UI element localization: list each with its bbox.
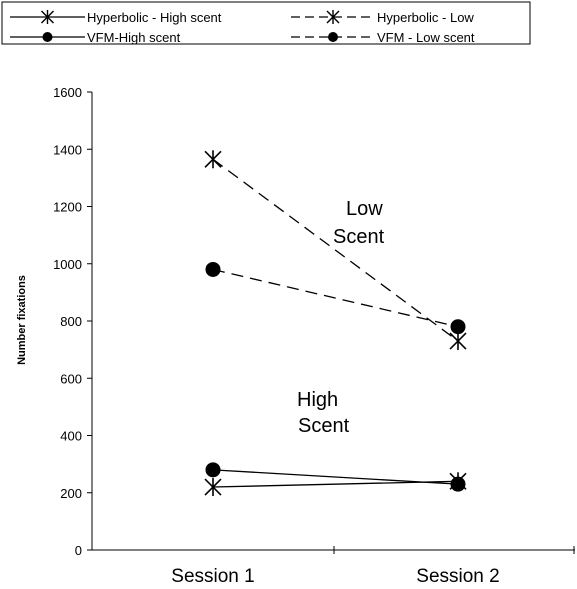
- axes: 0 200 400 600 800 1000 1200 1400 1600 Session 1 Se…: [53, 85, 575, 587]
- series-line-1: [212, 158, 459, 342]
- series-3: [205, 261, 466, 335]
- annotation-high-scent-line1: High: [297, 389, 338, 411]
- series-2: [205, 462, 466, 492]
- series-0: [204, 472, 467, 497]
- legend-item-0: Hyperbolic - High scent: [10, 10, 222, 25]
- annotation-high-scent-line2: Scent: [298, 415, 350, 437]
- legend-label-0: Hyperbolic - High scent: [87, 10, 222, 25]
- data-point-3-1: [450, 319, 466, 335]
- series-line-3: [212, 268, 459, 328]
- series-line-2: [212, 469, 459, 485]
- data-point-1-1: [449, 332, 467, 351]
- legend-swatch-marker-1: [326, 10, 340, 24]
- y-tick-label-1200: 1200: [53, 200, 82, 215]
- legend-label-3: VFM - Low scent: [377, 30, 475, 45]
- y-tick-label-0: 0: [75, 543, 82, 558]
- legend-label-2: VFM-High scent: [87, 30, 181, 45]
- legend-swatch-marker-2: [42, 32, 53, 42]
- data-point-3-0: [205, 261, 221, 277]
- y-tick-label-400: 400: [60, 429, 82, 444]
- legend-frame: [1, 1, 531, 45]
- y-tick-label-1600: 1600: [53, 85, 82, 100]
- x-category-label-1: Session 2: [416, 566, 499, 587]
- annotation-low-scent-line1: Low: [346, 198, 383, 220]
- y-tick-label-600: 600: [60, 371, 82, 386]
- legend-label-1: Hyperbolic - Low: [377, 10, 474, 25]
- data-point-2-1: [450, 476, 466, 492]
- y-tick-label-800: 800: [60, 314, 82, 329]
- data-point-1-0: [204, 150, 222, 169]
- annotation-low-scent-line2: Scent: [333, 226, 385, 248]
- y-tick-label-200: 200: [60, 486, 82, 501]
- data-point-2-0: [205, 462, 221, 478]
- y-tick-label-1000: 1000: [53, 257, 82, 272]
- legend: Hyperbolic - High scent Hyperbolic - Low V…: [1, 1, 531, 45]
- legend-swatch-marker-3: [328, 32, 338, 42]
- labels: Number fixations Low Scent High Scent: [16, 198, 385, 437]
- y-axis-label: Number fixations: [16, 275, 28, 365]
- series-layer: [204, 150, 467, 497]
- x-category-label-0: Session 1: [171, 566, 254, 587]
- data-point-0-0: [204, 478, 222, 497]
- legend-item-1: Hyperbolic - Low: [291, 10, 474, 25]
- legend-item-2: VFM-High scent: [10, 30, 181, 45]
- series-1: [204, 150, 467, 351]
- legend-item-3: VFM - Low scent: [291, 30, 475, 45]
- y-tick-label-1400: 1400: [53, 142, 82, 157]
- legend-swatch-marker-0: [41, 10, 54, 24]
